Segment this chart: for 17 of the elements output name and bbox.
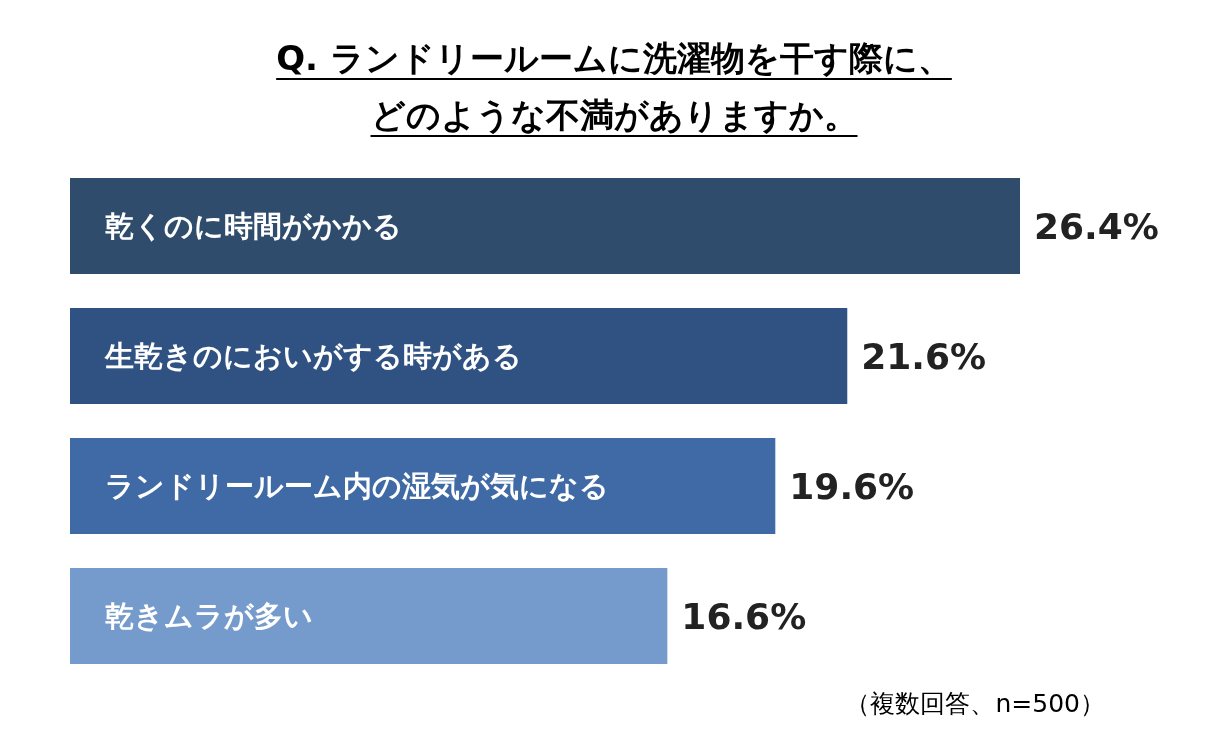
data-label: 19.6% bbox=[789, 466, 915, 507]
bar: ランドリールーム内の湿気が気になる 19.6% bbox=[70, 438, 915, 534]
data-label: 21.6% bbox=[861, 336, 987, 377]
data-label: 26.4% bbox=[1034, 206, 1159, 247]
bar: 乾くのに時間がかかる 26.4% bbox=[70, 178, 1159, 274]
y-tick-label: ランドリールーム内の湿気が気になる bbox=[105, 469, 609, 503]
bar: 乾きムラが多い 16.6% bbox=[70, 568, 807, 664]
y-tick-label: 乾くのに時間がかかる bbox=[105, 209, 402, 243]
bar bbox=[70, 308, 848, 404]
bar: 生乾きのにおいがする時がある 21.6% bbox=[70, 308, 987, 404]
y-tick-label: 乾きムラが多い bbox=[105, 599, 313, 633]
y-tick-label: 生乾きのにおいがする時がある bbox=[104, 339, 522, 373]
chart-title: Q. ランドリールームに洗濯物を干す際に、どのような不満がありますか。 bbox=[276, 38, 952, 135]
text: （複数回答、n=500） bbox=[845, 689, 1105, 718]
bar bbox=[70, 438, 776, 534]
bar bbox=[70, 568, 668, 664]
data-label: 16.6% bbox=[681, 596, 807, 637]
